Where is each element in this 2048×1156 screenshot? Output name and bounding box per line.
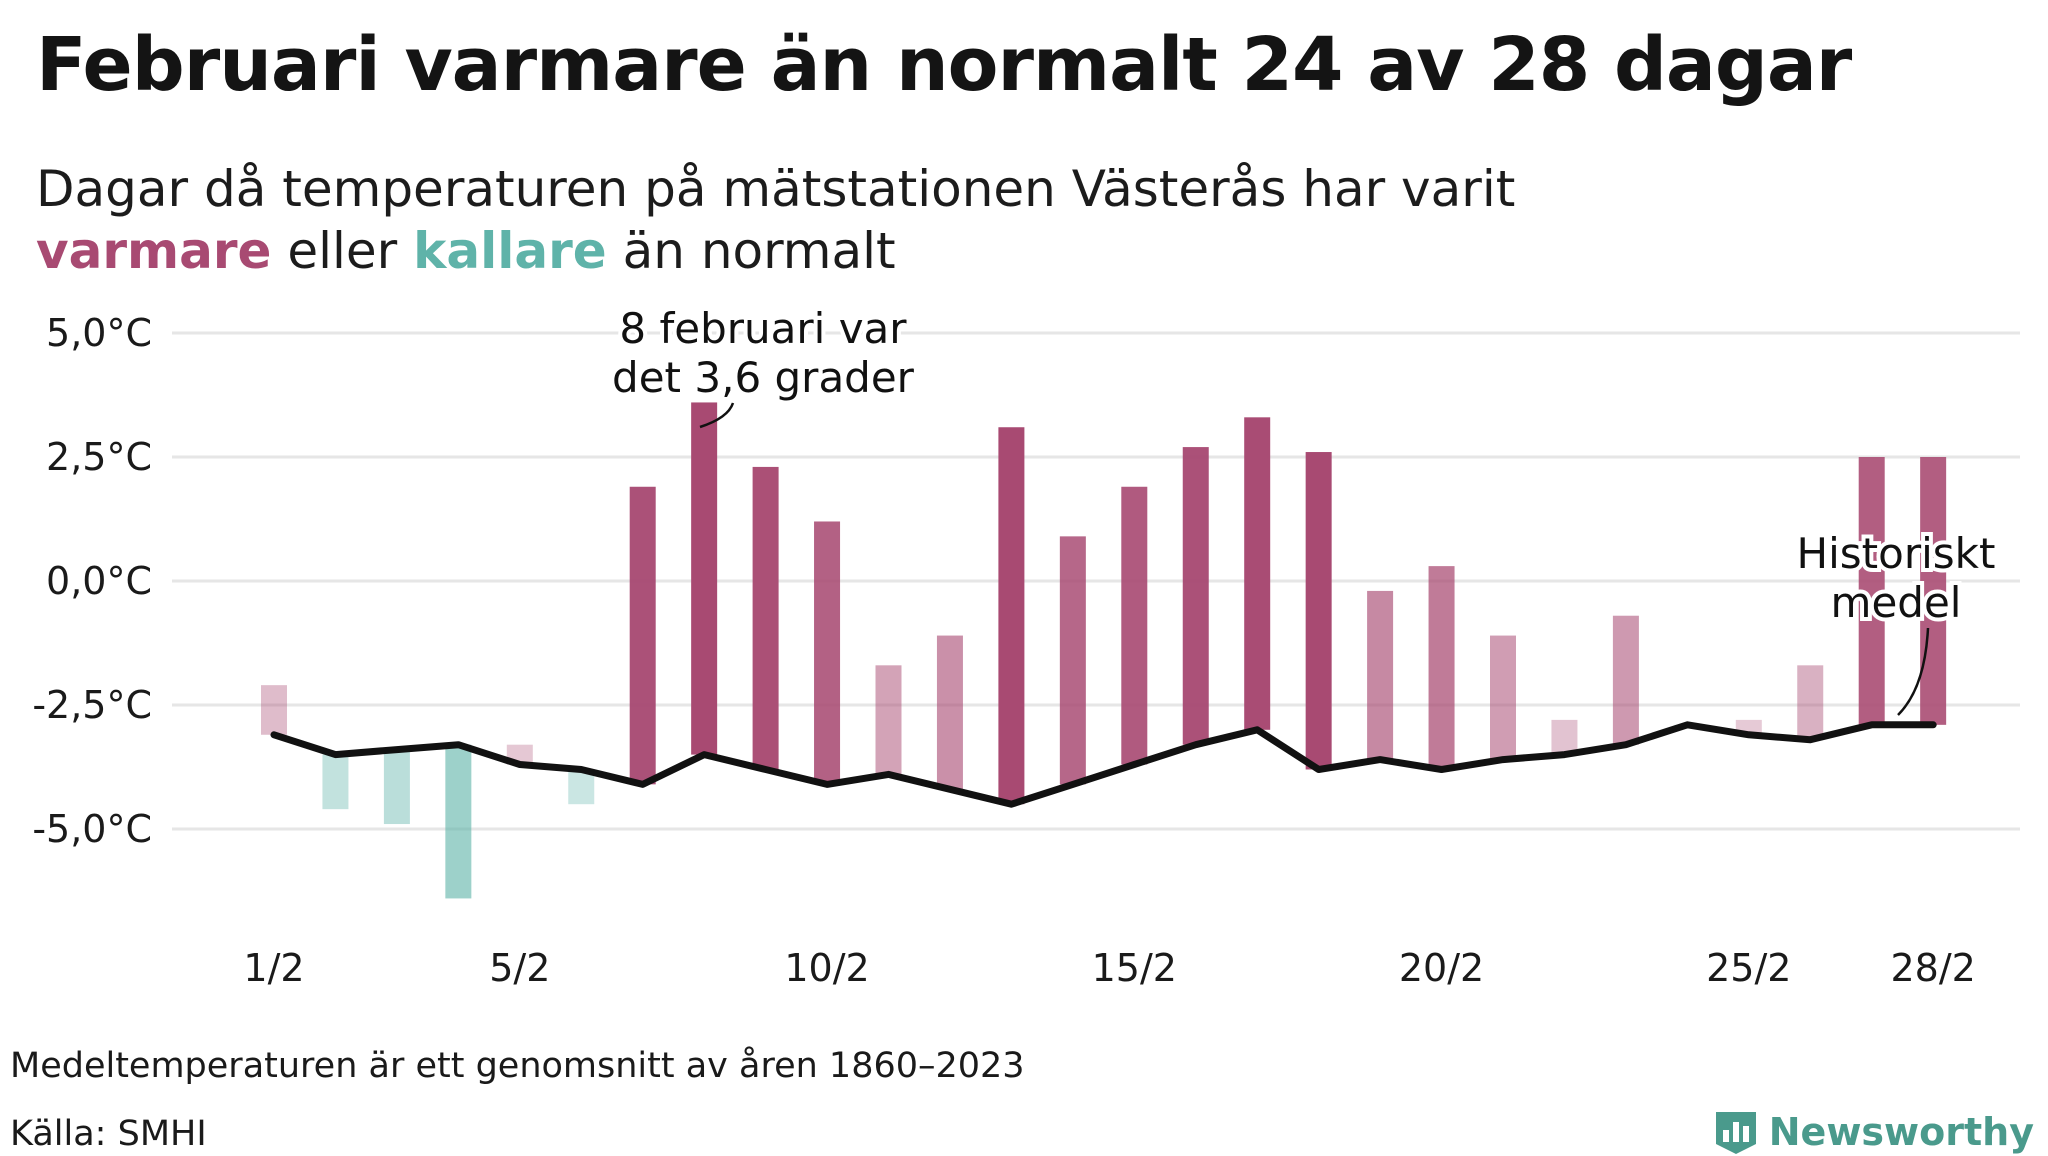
bar: [936, 635, 963, 790]
y-axis: 5,0°C 2,5°C 0,0°C -2,5°C -5,0°C: [32, 311, 152, 851]
y-tick-label: -5,0°C: [32, 807, 152, 851]
x-axis: 1/2 5/2 10/2 15/2 20/2 25/2 28/2: [243, 946, 1975, 990]
temperature-chart: 5,0°C 2,5°C 0,0°C -2,5°C -5,0°C 1/2 5/2 10/2 15…: [32, 300, 2020, 990]
legend-cold-label: kallare: [413, 222, 607, 280]
bar: [1920, 457, 1947, 725]
x-tick-label: 5/2: [489, 946, 550, 990]
bar: [691, 402, 718, 755]
bar: [875, 665, 902, 775]
x-tick-label: 28/2: [1890, 946, 1975, 990]
subtitle-line-2: varmare eller kallare än normalt: [36, 222, 896, 280]
bar: [383, 749, 410, 825]
historical-mean-line: [270, 721, 1937, 808]
bar: [998, 427, 1025, 805]
y-tick-label: 2,5°C: [46, 435, 152, 479]
x-tick-label: 20/2: [1399, 946, 1484, 990]
bar: [1305, 452, 1332, 770]
x-tick-label: 25/2: [1706, 946, 1791, 990]
newsworthy-logo-text: Newsworthy: [1768, 1110, 2034, 1154]
newsworthy-logo-icon: [1715, 1112, 1756, 1154]
bar: [814, 521, 841, 785]
bar: [752, 466, 779, 770]
annotation-peak: 8 februari var det 3,6 grader: [608, 300, 919, 429]
bar: [1428, 566, 1455, 770]
x-tick-label: 15/2: [1092, 946, 1177, 990]
bar: [1182, 447, 1209, 745]
bar: [568, 769, 595, 805]
x-tick-label: 10/2: [784, 946, 869, 990]
bar: [1367, 590, 1394, 760]
bar: [1059, 536, 1086, 785]
bar: [629, 486, 656, 785]
bar: [1490, 635, 1516, 760]
y-tick-label: 0,0°C: [46, 559, 152, 603]
annotation-peak-line-1: 8 februari var: [619, 304, 907, 353]
subtitle-end: än normalt: [622, 222, 896, 280]
bar: [1121, 486, 1148, 765]
newsworthy-logo: Newsworthy: [1713, 1108, 2034, 1156]
bar: [445, 744, 472, 899]
y-tick-label: 5,0°C: [46, 311, 152, 355]
source: Källa: SMHI: [10, 1114, 207, 1154]
annotation-mean-line-1: Historiskt: [1797, 529, 1996, 578]
annotation-mean-line-2: medel: [1831, 578, 1962, 627]
bar: [1858, 457, 1885, 725]
subtitle-text: Dagar då temperaturen på mätstationen Vä…: [36, 160, 1516, 218]
chart-title: Februari varmare än normalt 24 av 28 dag…: [36, 22, 1852, 108]
y-tick-label: -2,5°C: [32, 683, 152, 727]
legend-warm-label: varmare: [36, 222, 272, 280]
subtitle-line-1: Dagar då temperaturen på mätstationen Vä…: [36, 160, 1515, 218]
bar: [1797, 665, 1824, 740]
gridlines: [172, 331, 2020, 831]
bar: [1551, 719, 1578, 755]
footnote: Medeltemperaturen är ett genomsnitt av å…: [10, 1046, 1025, 1086]
bar: [1612, 615, 1639, 745]
annotation-mean: Historiskt medel: [1793, 525, 1999, 716]
annotation-mean-leader: [1897, 627, 1930, 716]
bar: [261, 685, 287, 735]
bars: [261, 402, 1947, 899]
annotation-peak-line-2: det 3,6 grader: [612, 353, 915, 402]
annotation-peak-leader: [699, 402, 735, 429]
bar: [322, 754, 349, 810]
bar: [1244, 417, 1271, 730]
subtitle-conjunction: eller: [287, 222, 398, 280]
x-tick-label: 1/2: [243, 946, 304, 990]
